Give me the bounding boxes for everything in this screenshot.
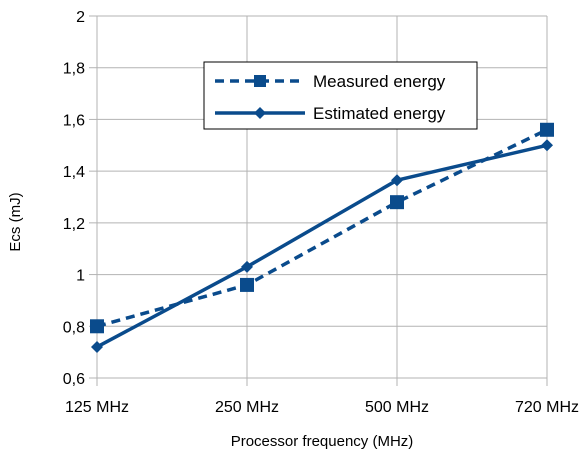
legend-item-measured: Measured energy [215,72,446,91]
legend-box [203,61,478,130]
data-point-marker [91,340,103,353]
legend-label-measured: Measured energy [313,72,446,91]
series-estimated-energy [91,139,553,353]
x-tick-label: 500 MHz [365,399,429,416]
data-point-marker [390,195,404,210]
legend: Measured energy Estimated energy [203,61,478,130]
y-axis-title: Ecs (mJ) [7,192,24,251]
series-layer [90,122,554,353]
y-tick-label: 1,2 [63,216,85,233]
legend-swatch-measured-marker [254,75,266,87]
series-measured-energy [90,122,554,334]
y-tick-label: 1,4 [63,164,85,181]
data-point-marker [90,319,104,334]
y-tick-label: 1,8 [63,61,85,78]
y-tick-label: 0,8 [63,319,85,336]
legend-item-estimated: Estimated energy [215,104,446,123]
y-tick-label: 1,6 [63,112,85,129]
y-tick-label: 0,6 [63,371,85,388]
y-axis-tick-labels: 0,6 0,8 1 1,2 1,4 1,6 1,8 2 [63,9,85,388]
x-axis-title: Processor frequency (MHz) [231,433,414,450]
legend-label-estimated: Estimated energy [313,104,446,123]
data-point-marker [540,122,554,137]
x-axis-tick-labels: 125 MHz 250 MHz 500 MHz 720 MHz [65,399,579,416]
y-tick-label: 2 [76,9,85,26]
x-tick-label: 720 MHz [515,399,579,416]
y-tick-label: 1 [76,268,85,285]
data-point-marker [240,277,254,292]
legend-swatch-estimated-marker [254,107,266,119]
x-tick-label: 125 MHz [65,399,129,416]
x-tick-label: 250 MHz [215,399,279,416]
data-point-marker [541,139,553,152]
data-point-marker [391,174,403,187]
series-line [96,143,548,349]
data-point-marker [241,260,253,273]
